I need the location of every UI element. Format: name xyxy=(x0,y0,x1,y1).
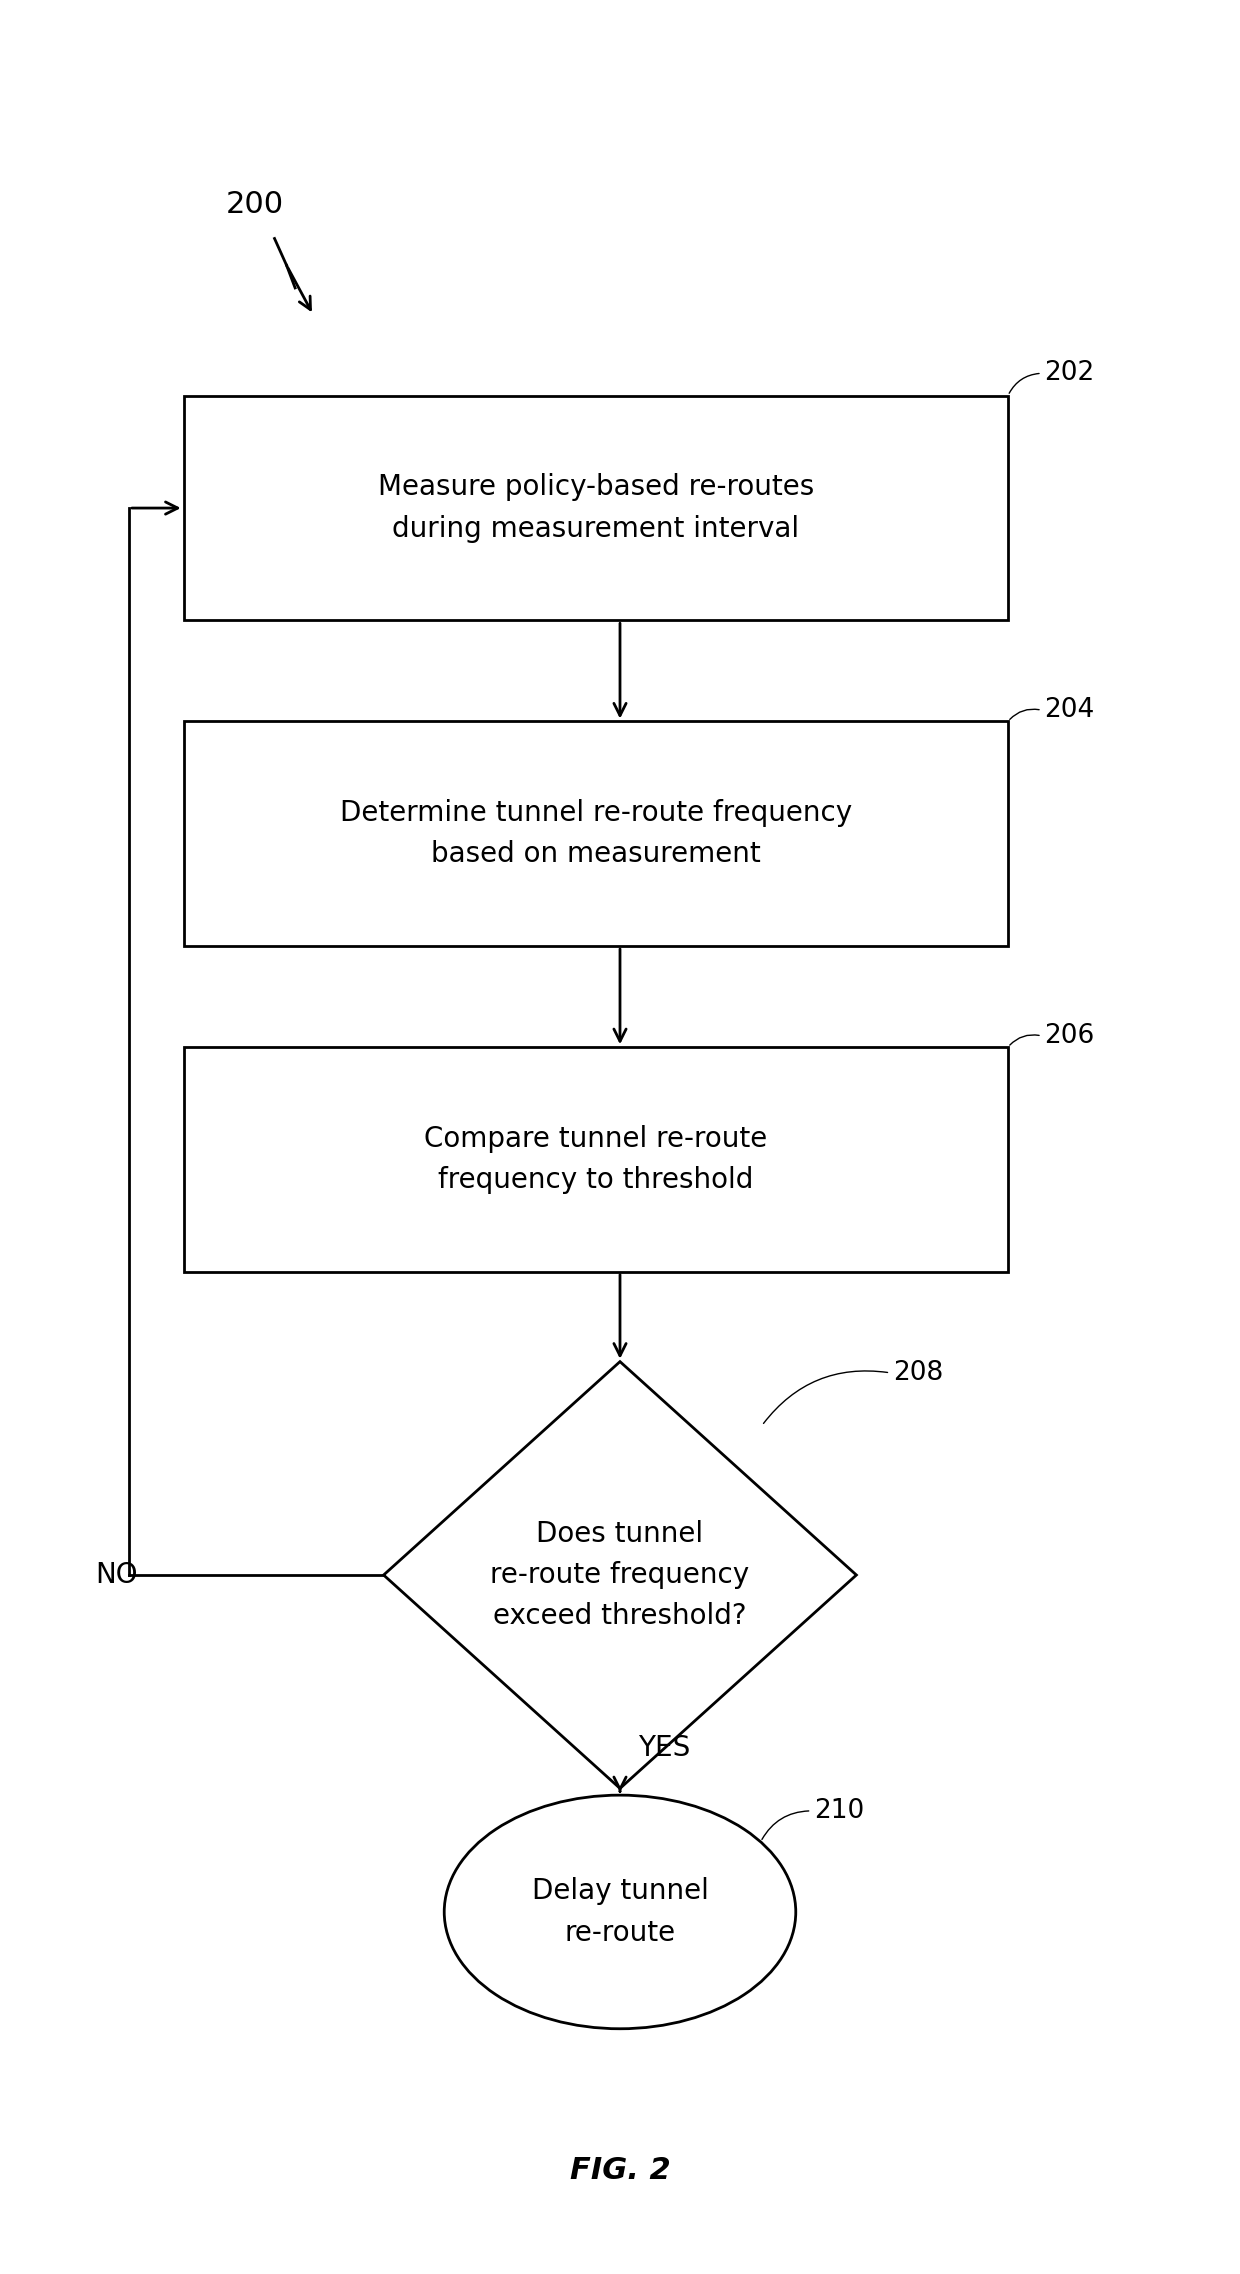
Ellipse shape xyxy=(444,1794,796,2028)
Text: 200: 200 xyxy=(226,191,284,218)
Text: NO: NO xyxy=(95,1560,138,1590)
Text: FIG. 2: FIG. 2 xyxy=(569,2156,671,2185)
FancyBboxPatch shape xyxy=(184,396,1008,621)
Text: Compare tunnel re-route
frequency to threshold: Compare tunnel re-route frequency to thr… xyxy=(424,1126,768,1194)
Text: YES: YES xyxy=(639,1735,691,1762)
Text: Determine tunnel re-route frequency
based on measurement: Determine tunnel re-route frequency base… xyxy=(340,798,852,869)
Text: Measure policy-based re-routes
during measurement interval: Measure policy-based re-routes during me… xyxy=(378,473,813,543)
FancyBboxPatch shape xyxy=(184,1046,1008,1271)
Text: 208: 208 xyxy=(893,1360,942,1385)
Text: Does tunnel
re-route frequency
exceed threshold?: Does tunnel re-route frequency exceed th… xyxy=(491,1519,749,1630)
Text: 204: 204 xyxy=(1044,698,1095,723)
Text: 202: 202 xyxy=(1044,359,1095,387)
Text: 210: 210 xyxy=(813,1799,864,1824)
Text: 206: 206 xyxy=(1044,1023,1095,1048)
Polygon shape xyxy=(383,1362,857,1787)
FancyBboxPatch shape xyxy=(184,721,1008,946)
Text: Delay tunnel
re-route: Delay tunnel re-route xyxy=(532,1878,708,1947)
